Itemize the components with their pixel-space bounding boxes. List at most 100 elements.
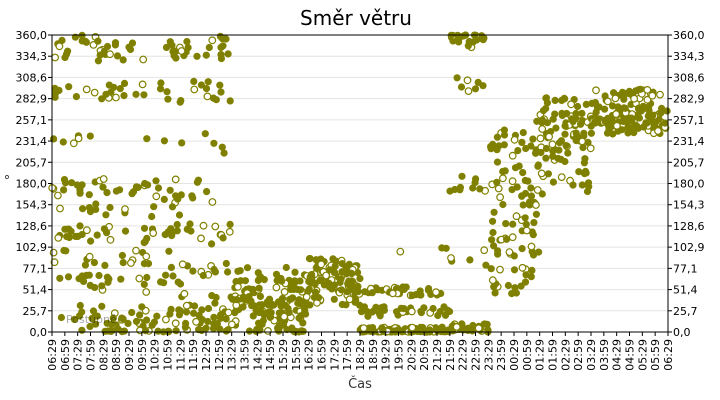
data-point	[148, 212, 156, 221]
data-point	[140, 91, 148, 99]
data-point	[165, 247, 173, 255]
x-tick-label: 13:29	[226, 339, 239, 371]
data-point	[224, 50, 232, 58]
data-point	[579, 144, 587, 152]
data-point	[489, 228, 497, 237]
data-point	[258, 301, 266, 309]
y-tick-label: 257,1	[673, 114, 705, 127]
y-tick-label: 360,0	[16, 29, 48, 42]
data-point	[94, 37, 102, 45]
data-point	[429, 304, 437, 313]
data-point	[469, 184, 477, 192]
data-point	[330, 269, 339, 277]
data-point	[508, 151, 517, 160]
data-point	[408, 323, 417, 332]
data-point	[220, 149, 228, 157]
data-point	[243, 264, 252, 272]
data-point	[172, 327, 180, 335]
data-point	[393, 308, 401, 316]
data-point	[416, 291, 424, 299]
data-point	[591, 119, 600, 127]
data-point	[204, 304, 213, 313]
data-point	[73, 181, 81, 189]
data-point	[105, 81, 113, 89]
data-point	[493, 158, 502, 166]
data-point	[496, 193, 505, 202]
x-tick-label: 03:59	[598, 339, 611, 371]
data-point	[85, 191, 93, 199]
data-point	[117, 275, 125, 283]
data-point	[436, 307, 444, 316]
y-tick-label: 308,6	[16, 71, 48, 84]
data-point	[538, 190, 546, 198]
x-tick-label: 17:29	[328, 339, 341, 371]
data-point	[60, 176, 69, 184]
data-point	[138, 303, 146, 311]
data-point	[142, 327, 150, 335]
chart-title: Směr větru	[300, 6, 412, 30]
data-point	[522, 220, 530, 228]
data-point	[217, 88, 225, 96]
x-tick-label: 07:29	[72, 339, 85, 371]
data-point	[545, 132, 553, 141]
x-tick-label: 19:59	[393, 339, 406, 371]
data-point	[156, 85, 165, 93]
data-point	[51, 93, 59, 101]
data-point	[86, 322, 94, 331]
data-point	[204, 317, 212, 326]
data-point	[527, 184, 535, 192]
data-point	[216, 81, 224, 89]
data-point	[446, 187, 454, 195]
data-point	[502, 220, 510, 228]
data-point	[476, 185, 484, 193]
y-axis-left: 0,0 25,7 51,4 77,1 102,9 128,6 154,3 180,0 205,7…	[16, 29, 52, 339]
data-point	[603, 97, 612, 106]
data-point	[103, 42, 112, 51]
data-point	[222, 35, 230, 43]
data-point	[99, 175, 108, 183]
data-point	[557, 173, 566, 182]
data-point	[109, 314, 117, 322]
data-point	[510, 266, 519, 274]
x-tick-label: 21:29	[431, 339, 444, 371]
data-point	[54, 233, 63, 242]
data-point	[499, 200, 507, 209]
data-point	[143, 316, 151, 324]
data-point	[191, 302, 199, 310]
data-point	[504, 281, 513, 290]
y-tick-label: 231,4	[16, 135, 48, 148]
data-point	[180, 289, 189, 298]
data-point	[95, 271, 103, 280]
data-point	[162, 271, 170, 279]
x-tick-label: 08:59	[110, 339, 123, 371]
data-point	[132, 317, 141, 326]
data-point	[208, 198, 217, 206]
x-tick-label: 22:59	[470, 339, 483, 371]
data-point	[106, 203, 114, 212]
data-point	[514, 147, 522, 155]
data-point	[93, 231, 101, 239]
data-point	[493, 178, 501, 186]
data-point	[143, 273, 151, 282]
data-point	[543, 99, 552, 107]
y-tick-label: 282,9	[16, 93, 48, 106]
data-point	[600, 105, 609, 113]
data-point	[210, 313, 218, 321]
data-point	[530, 219, 538, 227]
data-point	[499, 174, 507, 183]
data-point	[120, 327, 128, 335]
y-tick-label: 25,7	[673, 305, 698, 318]
data-point	[306, 301, 314, 309]
data-point	[177, 307, 185, 315]
x-tick-label: 05:59	[649, 339, 662, 371]
data-point	[567, 100, 575, 109]
data-point	[487, 143, 495, 151]
data-point	[573, 102, 582, 111]
data-point	[639, 123, 648, 131]
x-tick-label: 19:29	[380, 339, 393, 371]
data-point	[124, 319, 132, 328]
data-point	[54, 191, 62, 200]
data-point	[177, 96, 185, 105]
data-point	[518, 263, 527, 272]
data-point	[139, 55, 148, 64]
